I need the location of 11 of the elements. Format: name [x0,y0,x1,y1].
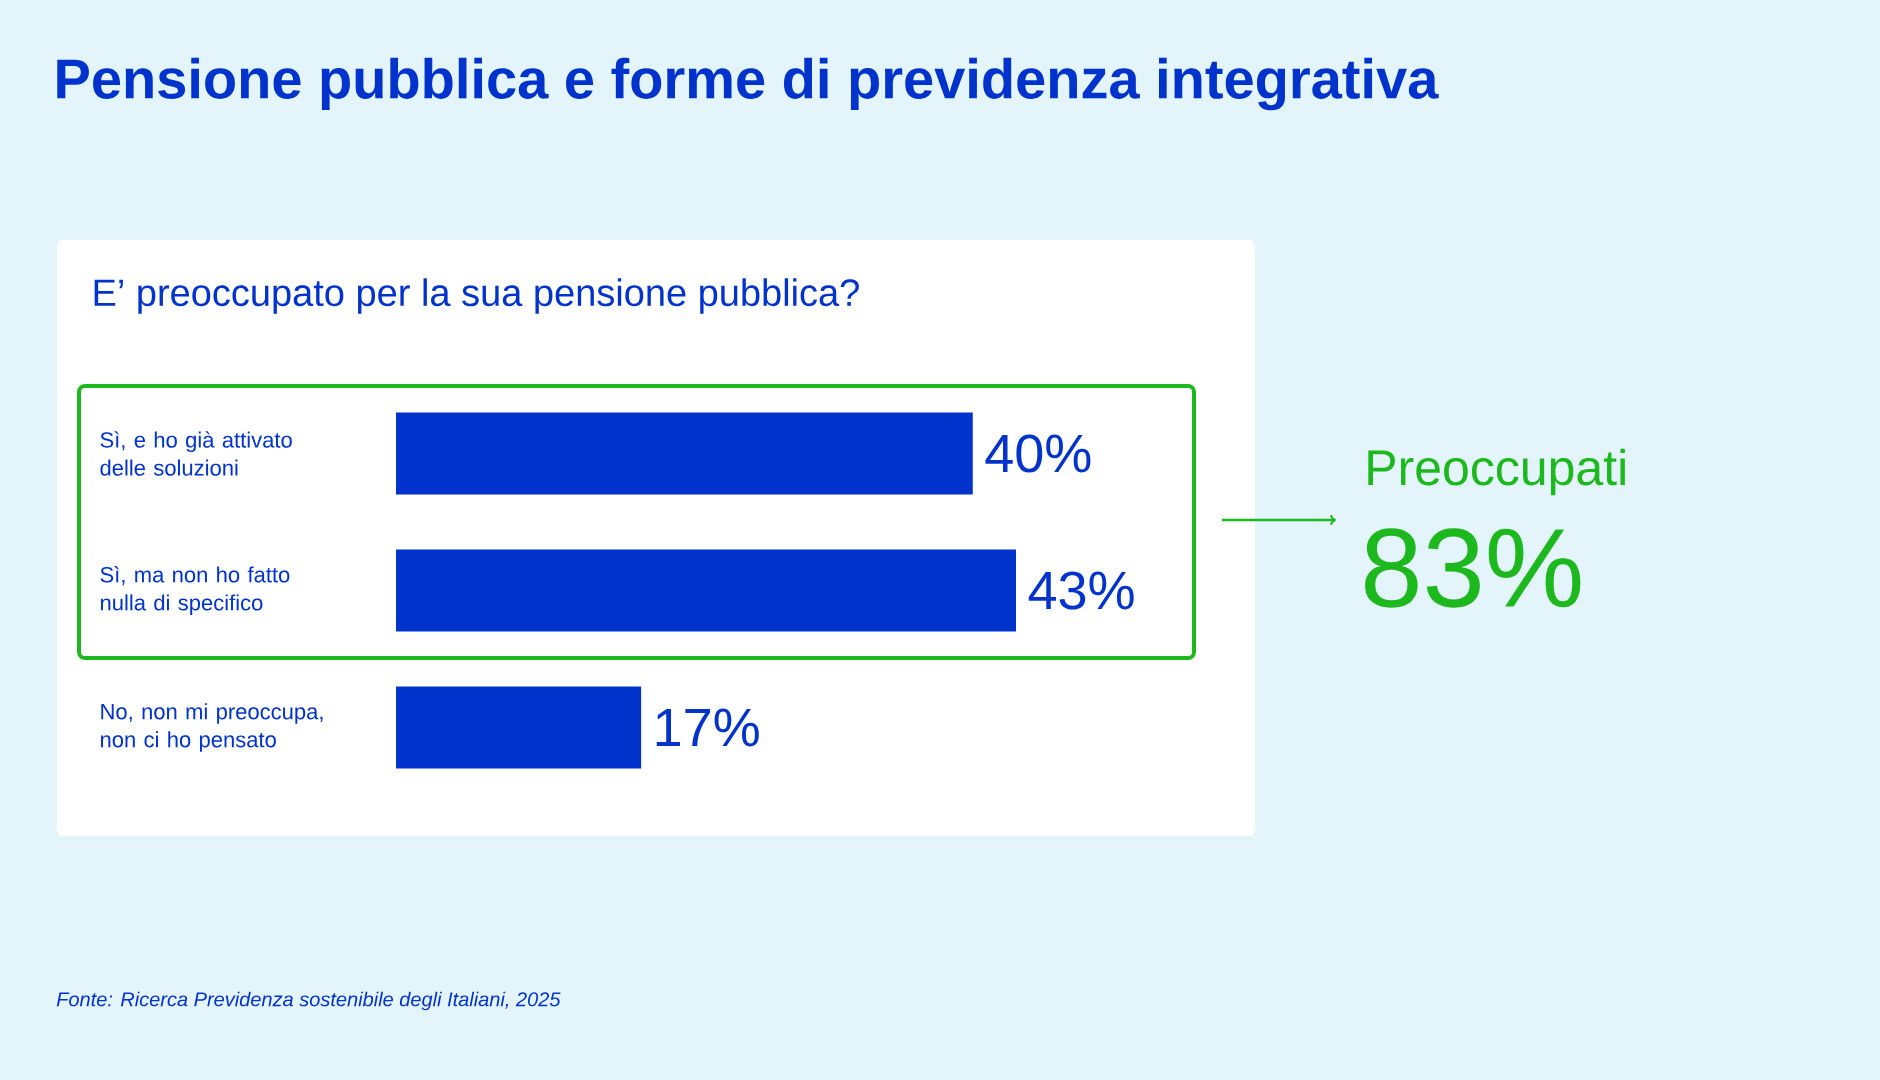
y-tick-label: Sì, e ho già attivato delle soluzioni [100,431,292,476]
chart-title: Pensione pubblica e forme di previdenza integrativa [57,57,1439,111]
data-label: 17% [656,708,759,747]
y-tick-label: No, non mi preoccupa, non ci ho pensato [100,703,323,752]
data-label: 43% [1028,571,1134,610]
data-label: 40% [985,434,1091,473]
y-tick-label: Sì, ma non ho fatto nulla di specifico [100,566,290,615]
chart-subtitle: E’ preoccupato per la sua pensione pubblica? [94,278,859,314]
text: Preoccupati [1368,448,1625,496]
text: 83% [1365,528,1581,608]
source-note: Fonte: Ricerca Previdenza sostenibile degli Italiani, 2025 [56,991,561,1011]
